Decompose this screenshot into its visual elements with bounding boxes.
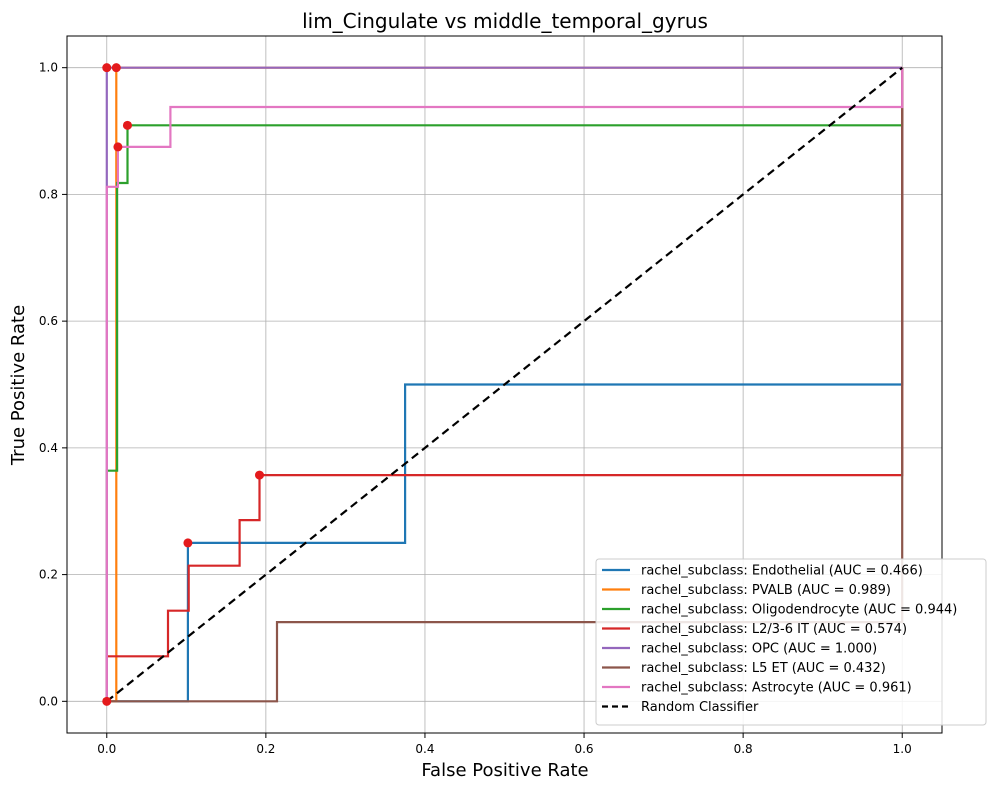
y-tick-label: 0.4 (39, 441, 58, 455)
y-axis-label: True Positive Rate (8, 305, 29, 466)
chart-title: lim_Cingulate vs middle_temporal_gyrus (302, 9, 708, 33)
x-axis-label: False Positive Rate (421, 760, 588, 781)
x-tick-label: 0.0 (97, 742, 116, 756)
legend-entry: rachel_subclass: Oligodendrocyte (AUC = … (641, 603, 957, 618)
x-tick-label: 0.6 (574, 742, 593, 756)
optimal-point-marker (122, 120, 132, 130)
y-tick-label: 0.2 (39, 568, 58, 582)
ticks: 0.0 0.2 0.4 0.6 0.8 1.0 0.0 0.2 0.4 0.6 0.8 1.0 (39, 61, 912, 756)
markers (102, 63, 264, 706)
legend-entry: rachel_subclass: L2/3-6 IT (AUC = 0.574) (641, 622, 907, 637)
reference-line (106, 66, 903, 703)
y-tick-label: 0.0 (39, 694, 58, 708)
axes-frame (66, 35, 943, 734)
legend: rachel_subclass: Endothelial (AUC = 0.46… (595, 558, 987, 726)
x-tick-label: 0.2 (256, 742, 275, 756)
legend-entry: rachel_subclass: OPC (AUC = 1.000) (641, 642, 877, 657)
y-tick-label: 1.0 (39, 61, 58, 75)
x-tick-label: 1.0 (893, 742, 912, 756)
series-line (105, 67, 904, 702)
optimal-point-marker (102, 63, 112, 73)
series-line (105, 67, 904, 702)
series-line (105, 67, 904, 702)
x-tick-label: 0.8 (734, 742, 753, 756)
optimal-point-marker (183, 538, 193, 548)
legend-entry: rachel_subclass: PVALB (AUC = 0.989) (641, 583, 891, 598)
optimal-point-marker (255, 470, 264, 480)
legend-entry: Random Classifier (641, 700, 759, 715)
x-tick-label: 0.4 (415, 742, 434, 756)
plot-area (105, 66, 904, 703)
optimal-point-marker (113, 142, 123, 152)
optimal-point-marker (102, 696, 112, 706)
legend-box (595, 558, 987, 726)
legend-entry: rachel_subclass: Endothelial (AUC = 0.46… (641, 564, 923, 579)
legend-entry: rachel_subclass: Astrocyte (AUC = 0.961) (641, 681, 912, 696)
optimal-point-marker (111, 63, 121, 73)
y-tick-label: 0.6 (39, 314, 58, 328)
series-line (106, 67, 904, 703)
y-tick-label: 0.8 (39, 187, 58, 201)
legend-entry: rachel_subclass: L5 ET (AUC = 0.432) (641, 661, 886, 676)
